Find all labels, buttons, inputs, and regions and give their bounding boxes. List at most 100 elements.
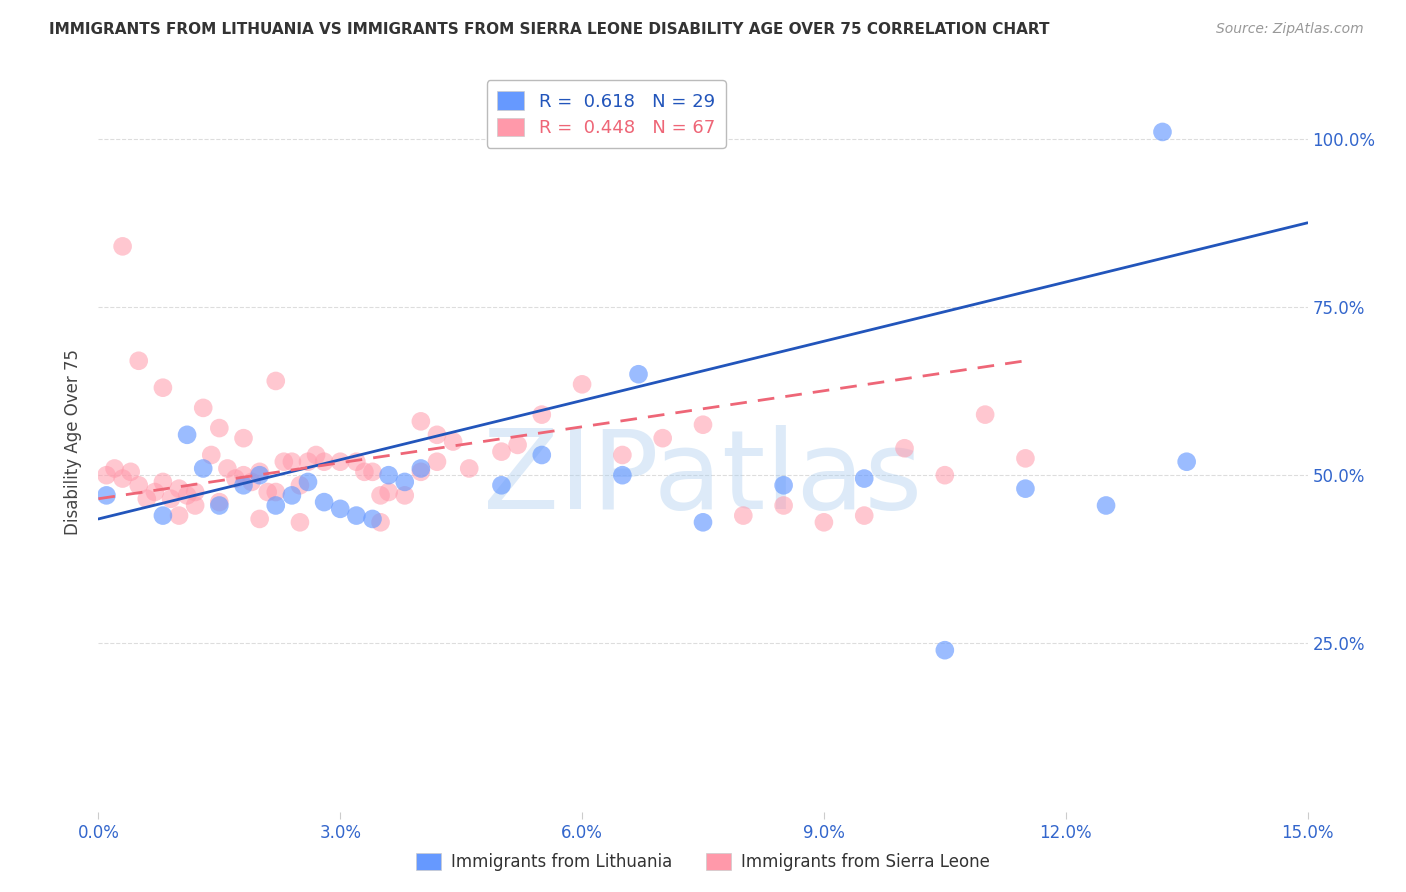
Point bbox=[329, 501, 352, 516]
Point bbox=[208, 499, 231, 513]
Point bbox=[394, 488, 416, 502]
Point bbox=[934, 468, 956, 483]
Point bbox=[813, 516, 835, 530]
Point bbox=[288, 516, 311, 530]
Point bbox=[232, 478, 254, 492]
Point bbox=[361, 465, 384, 479]
Point bbox=[394, 475, 416, 489]
Point bbox=[208, 495, 231, 509]
Point bbox=[409, 465, 432, 479]
Point bbox=[692, 516, 714, 530]
Point bbox=[426, 427, 449, 442]
Legend: Immigrants from Lithuania, Immigrants from Sierra Leone: Immigrants from Lithuania, Immigrants fr… bbox=[409, 846, 997, 878]
Point bbox=[853, 508, 876, 523]
Point bbox=[135, 491, 157, 506]
Point bbox=[772, 478, 794, 492]
Point bbox=[530, 448, 553, 462]
Point bbox=[96, 488, 118, 502]
Point bbox=[329, 455, 352, 469]
Point bbox=[152, 508, 174, 523]
Point bbox=[167, 482, 190, 496]
Point bbox=[571, 377, 593, 392]
Point bbox=[264, 374, 287, 388]
Point bbox=[240, 475, 263, 489]
Point bbox=[120, 465, 142, 479]
Point bbox=[297, 455, 319, 469]
Point bbox=[256, 485, 278, 500]
Point bbox=[377, 485, 399, 500]
Point bbox=[152, 381, 174, 395]
Point bbox=[361, 512, 384, 526]
Point bbox=[217, 461, 239, 475]
Point bbox=[297, 475, 319, 489]
Point bbox=[772, 499, 794, 513]
Text: ZIPatlas: ZIPatlas bbox=[484, 425, 922, 532]
Point bbox=[224, 472, 246, 486]
Point bbox=[651, 431, 673, 445]
Point bbox=[627, 368, 650, 382]
Point bbox=[893, 442, 915, 456]
Point bbox=[612, 468, 634, 483]
Point bbox=[273, 455, 295, 469]
Point bbox=[176, 488, 198, 502]
Point bbox=[96, 468, 118, 483]
Point bbox=[314, 495, 336, 509]
Point bbox=[111, 239, 134, 253]
Point bbox=[530, 408, 553, 422]
Point bbox=[353, 465, 375, 479]
Point bbox=[1152, 125, 1174, 139]
Point bbox=[200, 448, 222, 462]
Point bbox=[1014, 451, 1036, 466]
Point bbox=[167, 508, 190, 523]
Point bbox=[176, 427, 198, 442]
Point bbox=[370, 488, 392, 502]
Point bbox=[193, 461, 215, 475]
Point bbox=[249, 468, 271, 483]
Point bbox=[1175, 455, 1198, 469]
Point bbox=[491, 444, 513, 458]
Point bbox=[458, 461, 481, 475]
Point bbox=[1095, 499, 1118, 513]
Point bbox=[264, 499, 287, 513]
Point bbox=[733, 508, 755, 523]
Point bbox=[692, 417, 714, 432]
Point bbox=[491, 478, 513, 492]
Point bbox=[506, 438, 529, 452]
Text: Source: ZipAtlas.com: Source: ZipAtlas.com bbox=[1216, 22, 1364, 37]
Point bbox=[409, 414, 432, 428]
Point bbox=[409, 461, 432, 475]
Point bbox=[370, 516, 392, 530]
Point bbox=[344, 455, 367, 469]
Point bbox=[184, 485, 207, 500]
Text: IMMIGRANTS FROM LITHUANIA VS IMMIGRANTS FROM SIERRA LEONE DISABILITY AGE OVER 75: IMMIGRANTS FROM LITHUANIA VS IMMIGRANTS … bbox=[49, 22, 1050, 37]
Point bbox=[143, 485, 166, 500]
Point bbox=[264, 485, 287, 500]
Point bbox=[612, 448, 634, 462]
Y-axis label: Disability Age Over 75: Disability Age Over 75 bbox=[65, 349, 83, 534]
Point bbox=[377, 468, 399, 483]
Point bbox=[103, 461, 125, 475]
Point bbox=[152, 475, 174, 489]
Point bbox=[160, 491, 183, 506]
Point bbox=[193, 401, 215, 415]
Point bbox=[934, 643, 956, 657]
Point bbox=[208, 421, 231, 435]
Point bbox=[853, 472, 876, 486]
Point bbox=[288, 478, 311, 492]
Point bbox=[441, 434, 464, 449]
Point bbox=[281, 488, 304, 502]
Point bbox=[128, 478, 150, 492]
Point bbox=[426, 455, 449, 469]
Point bbox=[1014, 482, 1036, 496]
Point bbox=[249, 465, 271, 479]
Point bbox=[128, 353, 150, 368]
Point bbox=[974, 408, 997, 422]
Point bbox=[344, 508, 367, 523]
Point bbox=[232, 468, 254, 483]
Point bbox=[314, 455, 336, 469]
Point bbox=[232, 431, 254, 445]
Point bbox=[305, 448, 328, 462]
Point bbox=[281, 455, 304, 469]
Point bbox=[111, 472, 134, 486]
Point bbox=[184, 499, 207, 513]
